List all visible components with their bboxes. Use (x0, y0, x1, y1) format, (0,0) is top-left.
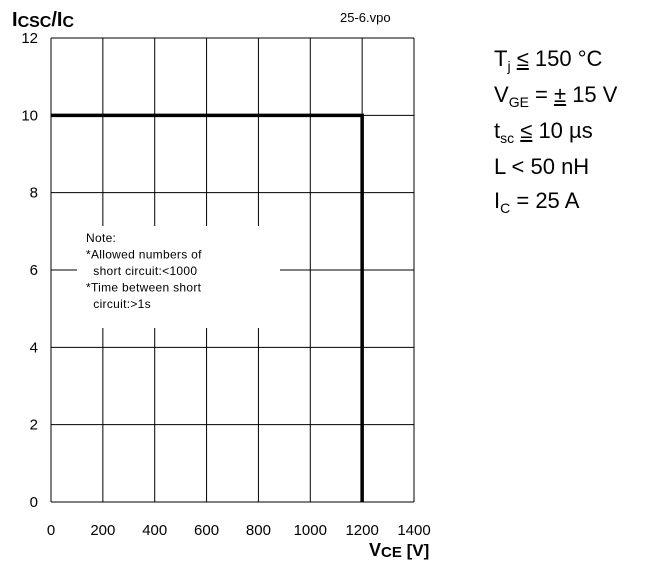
note-line: *Time between short (86, 281, 202, 295)
condition-tj: Tj ≤ 150 °C (494, 46, 603, 74)
note-background (77, 226, 280, 328)
y-tick-labels: 0 2 4 6 8 10 12 (21, 30, 38, 511)
note-line: *Allowed numbers of (86, 248, 202, 262)
note-line: circuit:>1s (86, 297, 151, 311)
condition-vge: VGE = ± 15 V (494, 82, 618, 110)
y-tick-label: 0 (30, 494, 38, 511)
y-tick-label: 6 (30, 262, 38, 279)
y-tick-label: 10 (21, 107, 38, 124)
x-tick-label: 0 (47, 522, 55, 539)
x-tick-label: 1200 (345, 522, 378, 539)
x-tick-label: 600 (194, 522, 219, 539)
y-axis-title: ICSC/IC (12, 9, 74, 31)
condition-tsc: tsc ≤ 10 µs (494, 118, 593, 146)
note-box: Note: *Allowed numbers of short circuit:<… (86, 231, 202, 311)
x-tick-label: 1000 (294, 522, 327, 539)
figure-id: 25-6.vpo (340, 10, 391, 25)
scsoa-boundary-line (51, 113, 364, 502)
test-conditions: Tj ≤ 150 °C VGE = ± 15 V tsc ≤ 10 µs L <… (494, 42, 617, 220)
x-tick-label: 400 (142, 522, 167, 539)
x-axis-title: VCE [V] (369, 540, 429, 561)
note-line: short circuit:<1000 (86, 264, 197, 278)
condition-inductance: L < 50 nH (494, 154, 590, 179)
x-tick-label: 1400 (397, 522, 430, 539)
x-tick-label: 800 (246, 522, 271, 539)
note-line: Note: (86, 231, 116, 245)
y-tick-label: 8 (30, 185, 38, 202)
x-tick-labels: 0 200 400 600 800 1000 1200 1400 (47, 522, 431, 539)
condition-ic: IC = 25 A (494, 188, 580, 216)
series-layer (51, 113, 364, 502)
y-tick-label: 12 (21, 30, 38, 47)
y-tick-label: 2 (30, 417, 38, 434)
x-tick-label: 200 (90, 522, 115, 539)
y-tick-label: 4 (30, 339, 38, 356)
